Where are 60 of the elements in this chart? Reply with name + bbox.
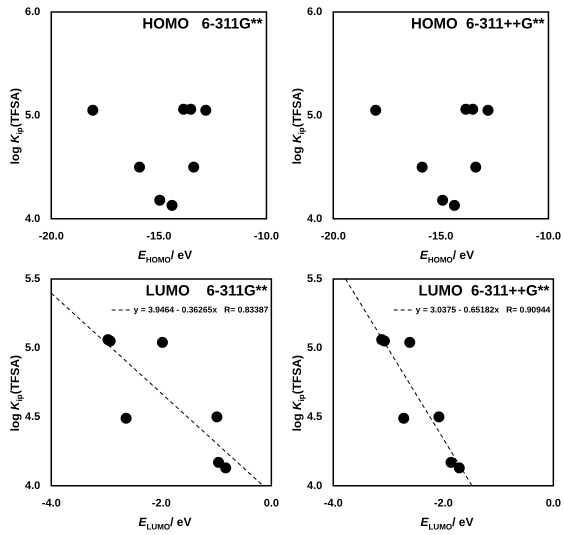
legend-label: y = 3.9464 - 0.36265x R= 0.83387: [134, 304, 269, 314]
point: [220, 462, 232, 474]
y-tick-label: 6.0: [24, 6, 40, 18]
x-tick-label: -20.0: [38, 230, 64, 242]
point: [154, 194, 166, 206]
chart-title: LUMO 6-311++G**: [418, 282, 550, 300]
x-axis-title: E$_{HOMO}$/ eV: [136, 248, 194, 264]
point: [213, 456, 224, 468]
point: [437, 194, 448, 206]
point: [378, 336, 390, 347]
x-axis-title: E$_{LUMO}$/ eV: [138, 515, 192, 532]
point: [433, 411, 444, 422]
point: [482, 104, 494, 116]
y-tick-label: 4.5: [24, 410, 40, 423]
point: [211, 411, 222, 422]
point: [398, 412, 410, 424]
point: [404, 336, 416, 348]
x-tick-label: -4.0: [42, 497, 61, 510]
point: [370, 104, 382, 116]
x-tick-label: 0.0: [546, 497, 562, 510]
x-tick-label: -10.0: [254, 230, 280, 242]
point: [87, 104, 98, 116]
point: [446, 456, 457, 468]
y-tick-label: 5.0: [24, 342, 40, 354]
chart-title: HOMO 6-311G**: [142, 16, 263, 33]
y-tick-label: 5.0: [306, 109, 322, 122]
point: [104, 336, 116, 347]
y-tick-label: 4.0: [306, 212, 322, 225]
y-tick-label: 4.0: [306, 480, 322, 492]
chart-title: HOMO 6-311++G**: [411, 16, 545, 33]
y-tick-label: 5.0: [24, 109, 40, 122]
y-tick-label: 4.0: [24, 480, 40, 492]
point: [134, 162, 146, 173]
point: [448, 200, 460, 211]
x-tick-label: 0.0: [264, 497, 280, 510]
point: [188, 162, 200, 173]
x-tick-label: -4.0: [324, 497, 343, 510]
point: [200, 104, 212, 116]
y-tick-label: 5.5: [306, 273, 322, 286]
chart-title: LUMO 6-311G**: [146, 282, 268, 300]
x-tick-label: -2.0: [434, 497, 453, 510]
y-tick-label: 5.5: [24, 273, 40, 286]
y-tick-label: 4.5: [306, 410, 322, 423]
y-tick-label: 5.0: [306, 342, 322, 354]
point: [454, 462, 465, 474]
x-tick-label: -20.0: [320, 230, 346, 242]
x-axis-title: E$_{LUMO}$/ eV: [420, 515, 474, 532]
point: [470, 162, 482, 173]
x-axis-title: E$_{HOMO}$/ eV: [418, 248, 476, 264]
point: [120, 412, 132, 424]
point: [416, 162, 428, 173]
legend-label: y = 3.0375 - 0.65182x R= 0.90944: [416, 304, 551, 314]
point: [156, 336, 168, 348]
x-tick-label: -15.0: [428, 230, 454, 242]
x-tick-label: -10.0: [536, 230, 562, 242]
y-tick-label: 4.0: [24, 212, 40, 225]
x-tick-label: -2.0: [152, 497, 171, 510]
point: [166, 200, 178, 211]
x-tick-label: -15.0: [146, 230, 172, 242]
y-tick-label: 6.0: [306, 6, 322, 18]
